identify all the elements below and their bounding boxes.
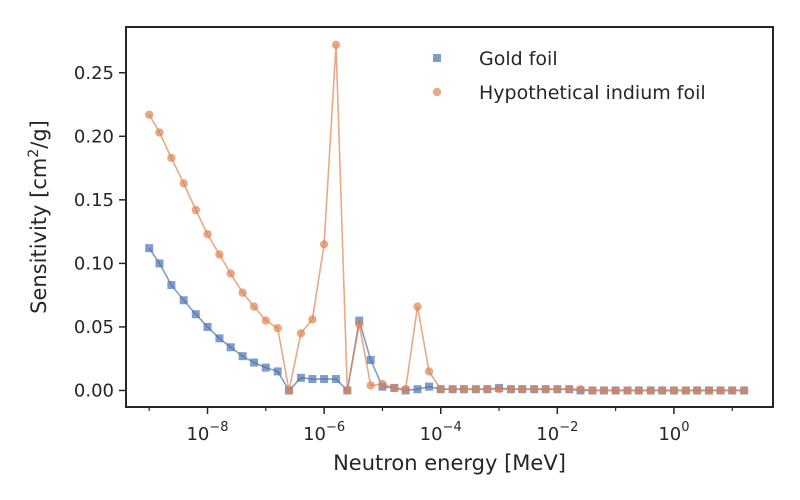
data-point-hypothetical-indium-foil [401, 385, 410, 394]
data-point-gold-foil [215, 334, 224, 343]
data-point-hypothetical-indium-foil [155, 128, 164, 137]
data-point-hypothetical-indium-foil [448, 385, 457, 394]
y-tick-label: 0.10 [74, 253, 114, 274]
x-tick-label: 100 [658, 420, 689, 445]
legend-label-hypothetical-indium-foil: Hypothetical indium foil [479, 82, 706, 104]
legend: Gold foil Hypothetical indium foil [432, 48, 706, 104]
data-point-hypothetical-indium-foil [623, 386, 632, 395]
data-point-hypothetical-indium-foil [249, 302, 259, 311]
data-point-gold-foil [320, 375, 329, 384]
x-tick-label: 10−8 [186, 420, 228, 445]
data-point-hypothetical-indium-foil [716, 386, 725, 395]
data-point-hypothetical-indium-foil [529, 385, 539, 394]
data-point-hypothetical-indium-foil [611, 386, 620, 395]
data-point-hypothetical-indium-foil [215, 250, 224, 259]
data-point-hypothetical-indium-foil [179, 179, 188, 188]
data-point-gold-foil [179, 296, 188, 305]
x-tick-label: 10−6 [303, 420, 345, 445]
data-point-gold-foil [332, 375, 341, 384]
data-point-hypothetical-indium-foil [145, 110, 154, 119]
data-point-hypothetical-indium-foil [483, 385, 492, 394]
data-point-hypothetical-indium-foil [739, 386, 749, 395]
data-point-gold-foil [273, 367, 282, 376]
data-point-hypothetical-indium-foil [692, 386, 702, 395]
x-axis-label: Neutron energy [MeV] [333, 451, 566, 475]
legend-marker-gold-foil [433, 54, 441, 62]
data-point-hypothetical-indium-foil [658, 386, 667, 395]
data-point-hypothetical-indium-foil [599, 386, 609, 395]
data-point-hypothetical-indium-foil [459, 385, 469, 394]
data-point-gold-foil [155, 259, 164, 268]
data-point-hypothetical-indium-foil [588, 386, 597, 395]
data-point-gold-foil [296, 373, 305, 382]
data-point-hypothetical-indium-foil [576, 385, 585, 394]
data-point-hypothetical-indium-foil [378, 379, 387, 389]
data-point-hypothetical-indium-foil [436, 385, 445, 394]
data-point-hypothetical-indium-foil [261, 316, 271, 325]
data-point-hypothetical-indium-foil [704, 386, 714, 395]
data-point-gold-foil [167, 280, 176, 289]
data-point-gold-foil [191, 310, 200, 319]
data-point-hypothetical-indium-foil [191, 205, 201, 215]
data-point-hypothetical-indium-foil [308, 315, 317, 324]
data-point-gold-foil [145, 244, 154, 253]
data-point-gold-foil [413, 385, 422, 394]
y-tick-label: 0.20 [74, 126, 114, 147]
data-point-hypothetical-indium-foil [494, 385, 504, 394]
data-point-gold-foil [366, 355, 375, 364]
data-point-hypothetical-indium-foil [681, 386, 691, 395]
data-point-gold-foil [238, 352, 247, 361]
plot-area [145, 40, 749, 395]
data-point-hypothetical-indium-foil [167, 153, 176, 163]
data-point-hypothetical-indium-foil [331, 40, 341, 49]
data-point-hypothetical-indium-foil [553, 385, 562, 394]
series-line-hypothetical-indium-foil [148, 44, 745, 392]
data-point-hypothetical-indium-foil [634, 386, 644, 395]
data-point-gold-foil [203, 322, 212, 331]
data-point-gold-foil [308, 375, 317, 384]
x-tick-label: 10−2 [536, 420, 578, 445]
data-point-hypothetical-indium-foil [669, 386, 679, 395]
y-tick-label: 0.00 [74, 380, 114, 401]
y-tick-label: 0.05 [74, 317, 114, 338]
data-point-hypothetical-indium-foil [284, 386, 294, 395]
data-point-hypothetical-indium-foil [238, 288, 247, 297]
data-point-hypothetical-indium-foil [343, 386, 352, 395]
legend-marker-hypothetical-indium-foil [432, 87, 442, 97]
axes-frame [125, 26, 774, 408]
data-point-hypothetical-indium-foil [366, 381, 375, 390]
data-point-hypothetical-indium-foil [413, 302, 422, 311]
data-point-hypothetical-indium-foil [471, 385, 481, 394]
data-point-hypothetical-indium-foil [273, 324, 282, 333]
axis-ticks: 0.00 0.05 0.10 0.15 0.20 0.25 10−8 10−6 10−4 10−2… [74, 63, 733, 445]
data-point-gold-foil [226, 343, 235, 352]
data-point-hypothetical-indium-foil [296, 329, 306, 338]
data-point-hypothetical-indium-foil [390, 383, 399, 393]
data-point-hypothetical-indium-foil [728, 386, 737, 395]
data-point-hypothetical-indium-foil [355, 320, 364, 329]
data-point-gold-foil [261, 363, 270, 372]
data-point-hypothetical-indium-foil [424, 367, 434, 376]
legend-label-gold-foil: Gold foil [479, 48, 558, 70]
data-point-hypothetical-indium-foil [565, 385, 574, 394]
data-point-hypothetical-indium-foil [506, 385, 516, 394]
y-tick-label: 0.25 [74, 63, 114, 84]
y-axis-label: Sensitivity [cm2/g] [26, 120, 51, 314]
data-point-gold-foil [425, 382, 434, 391]
y-tick-label: 0.15 [74, 190, 114, 211]
data-point-hypothetical-indium-foil [518, 385, 527, 394]
data-point-hypothetical-indium-foil [319, 240, 329, 249]
data-point-hypothetical-indium-foil [203, 229, 212, 239]
x-tick-label: 10−4 [420, 420, 462, 445]
data-point-gold-foil [250, 358, 259, 367]
data-point-hypothetical-indium-foil [646, 386, 655, 395]
data-point-hypothetical-indium-foil [226, 269, 235, 278]
data-point-hypothetical-indium-foil [541, 385, 550, 394]
